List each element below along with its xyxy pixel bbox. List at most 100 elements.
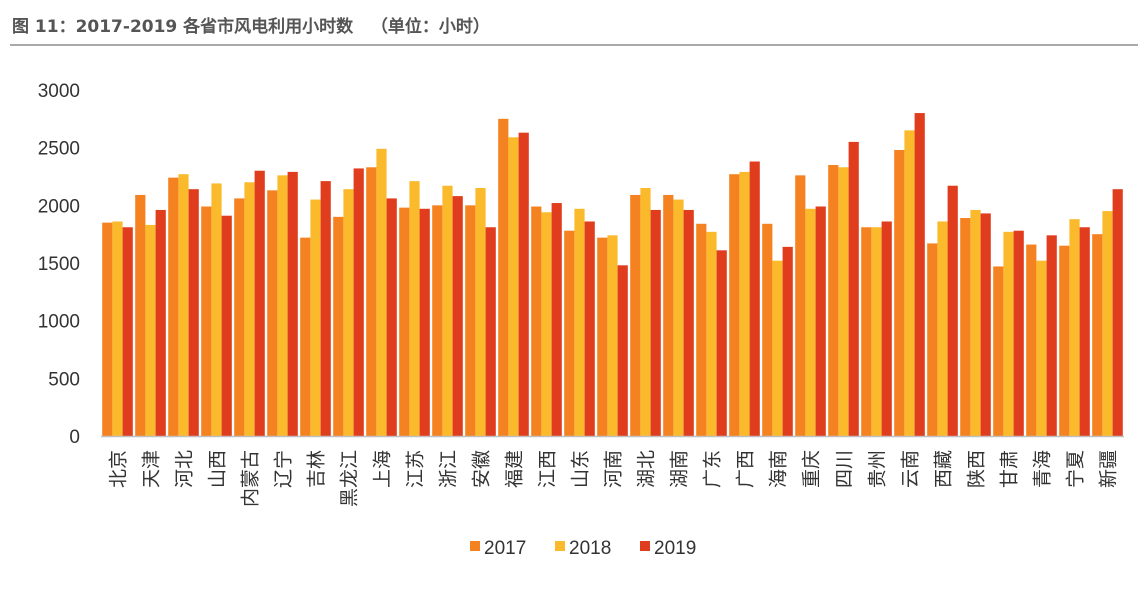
bar-2018-辽宁 (277, 175, 288, 436)
bar-2019-山东 (584, 221, 595, 436)
bar-2019-吉林 (320, 181, 331, 436)
bar-2018-贵州 (871, 227, 882, 436)
x-category-label: 甘肃 (999, 450, 1021, 488)
bar-2018-湖北 (640, 188, 651, 436)
bar-2017-湖南 (663, 194, 674, 436)
bar-2019-河南 (617, 265, 628, 436)
bar-2019-北京 (122, 227, 133, 436)
x-category-label: 河南 (603, 450, 625, 488)
bar-2019-湖南 (683, 209, 694, 436)
bar-2019-江苏 (419, 208, 430, 436)
bar-2017-内蒙古 (234, 198, 245, 436)
x-category-label: 新疆 (1098, 450, 1120, 488)
x-category-label: 福建 (504, 450, 526, 488)
bar-2018-吉林 (310, 199, 321, 436)
bar-2017-福建 (498, 118, 509, 436)
bar-2018-天津 (145, 224, 156, 436)
bar-2017-宁夏 (1059, 245, 1070, 436)
bar-2019-浙江 (452, 196, 463, 436)
title-divider (10, 44, 1138, 46)
bar-2017-上海 (366, 167, 377, 436)
bar-2017-西藏 (927, 243, 938, 436)
bar-2018-河北 (178, 174, 189, 436)
bar-2018-新疆 (1102, 211, 1113, 436)
bar-series (102, 113, 1123, 437)
x-category-label: 江西 (537, 450, 559, 488)
legend-swatch-2017 (470, 541, 480, 551)
bar-2017-贵州 (861, 227, 872, 436)
bar-2018-甘肃 (1003, 231, 1014, 436)
x-category-label: 重庆 (801, 450, 823, 488)
bar-2018-重庆 (805, 208, 816, 436)
legend-label-2017: 2017 (484, 538, 526, 559)
x-category-label: 云南 (900, 450, 922, 488)
x-category-label: 天津 (141, 450, 163, 488)
bar-2019-天津 (155, 209, 166, 436)
bar-2017-广东 (696, 223, 707, 436)
bar-2017-重庆 (795, 175, 806, 436)
y-tick-label: 2000 (38, 196, 80, 217)
bar-2017-辽宁 (267, 190, 278, 436)
x-category-label: 吉林 (306, 450, 328, 488)
x-axis-labels: 北京 天津 河北 山西 内蒙古 辽宁 吉林 黑龙江 上海 江苏 浙江 安徽 福建 江西 山东 河南 湖北 湖南 广东… (108, 450, 1120, 507)
y-axis: 0 500 1000 1500 2000 2500 3000 (38, 81, 80, 448)
bar-2018-内蒙古 (244, 182, 255, 436)
x-category-label: 上海 (372, 450, 394, 488)
bar-2018-云南 (904, 130, 915, 436)
bar-2017-浙江 (432, 205, 443, 436)
bar-2019-青海 (1046, 235, 1057, 436)
bar-2019-四川 (848, 141, 859, 436)
bar-2019-宁夏 (1079, 227, 1090, 436)
bar-2017-河北 (168, 177, 179, 436)
legend-label-2018: 2018 (569, 538, 611, 559)
x-category-label: 辽宁 (273, 450, 295, 488)
bar-2017-四川 (828, 164, 839, 436)
x-category-label: 广西 (735, 450, 757, 488)
bar-2018-江西 (541, 212, 552, 436)
bar-2017-山东 (564, 230, 575, 436)
bar-2017-海南 (762, 223, 773, 436)
bar-2017-河南 (597, 237, 608, 436)
bar-2019-重庆 (815, 206, 826, 436)
bar-2017-江西 (531, 206, 542, 436)
bar-2017-湖北 (630, 194, 641, 436)
y-tick-label: 1500 (38, 254, 80, 275)
bar-2017-天津 (135, 194, 146, 436)
bar-2018-宁夏 (1069, 219, 1080, 436)
bar-2019-贵州 (881, 221, 892, 436)
bar-2017-吉林 (300, 237, 311, 436)
bar-2018-山东 (574, 208, 585, 436)
bar-2018-山西 (211, 183, 222, 436)
legend-swatch-2019 (640, 541, 650, 551)
x-category-label: 河北 (174, 450, 196, 488)
bar-2017-陕西 (960, 218, 971, 436)
x-category-label: 陕西 (966, 450, 988, 488)
y-tick-label: 1000 (38, 312, 80, 333)
bar-2019-海南 (782, 246, 793, 436)
bar-2019-广西 (749, 161, 760, 436)
x-category-label: 广东 (702, 450, 724, 488)
bar-2019-西藏 (947, 185, 958, 436)
bar-2019-甘肃 (1013, 230, 1024, 436)
bar-2017-青海 (1026, 244, 1037, 436)
bar-2018-陕西 (970, 209, 981, 436)
bar-2019-黑龙江 (353, 168, 364, 436)
x-category-label: 黑龙江 (339, 450, 361, 507)
legend: 2017 2018 2019 (470, 538, 696, 559)
bar-2018-浙江 (442, 185, 453, 436)
bar-2018-安徽 (475, 188, 486, 436)
bar-2017-黑龙江 (333, 216, 344, 436)
bar-2018-西藏 (937, 221, 948, 436)
x-category-label: 西藏 (933, 450, 955, 488)
x-category-label: 湖南 (669, 450, 691, 488)
bar-2019-江西 (551, 203, 562, 436)
bar-2018-广西 (739, 171, 750, 436)
bar-2019-辽宁 (287, 171, 298, 436)
x-category-label: 安徽 (471, 450, 493, 488)
figure-title: 图 11：2017-2019 各省市风电利用小时数 （单位：小时） (12, 17, 490, 37)
bar-2017-山西 (201, 206, 212, 436)
bar-2019-云南 (914, 113, 925, 436)
bar-2019-山西 (221, 215, 232, 436)
y-tick-label: 3000 (38, 81, 80, 102)
